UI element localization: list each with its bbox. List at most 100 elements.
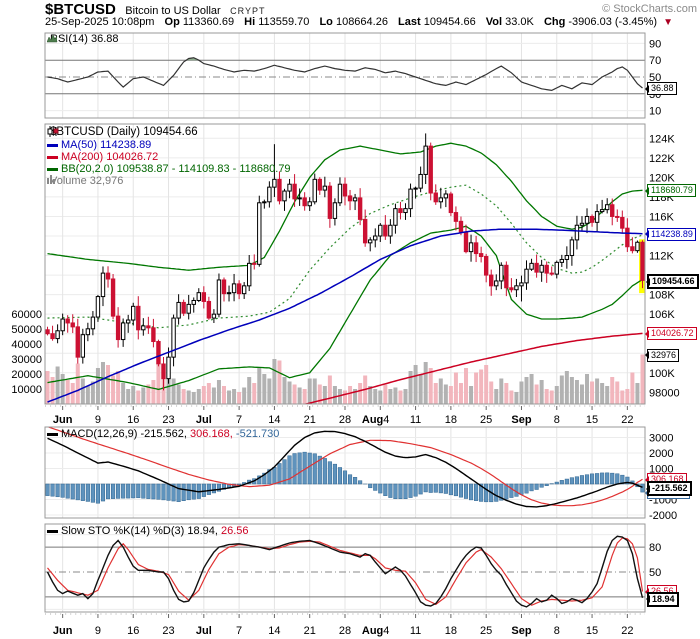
rsi-axis-label: 70 (649, 55, 661, 67)
x-axis-label: 21 (304, 625, 316, 637)
x-axis-label: 18 (445, 625, 457, 637)
volume-value: 33.0K (505, 16, 534, 28)
rsi-axis-label: 90 (649, 38, 661, 50)
sto-legend-row: Slow STO %K(14) %D(3) 18.94, 26.56 (47, 525, 249, 537)
quote-datetime: 25-Sep-2025 10:08pm (45, 16, 155, 28)
high-value: 113559.70 (258, 16, 310, 28)
volume-axis-label: 40000 (11, 339, 42, 351)
ma200-legend-row: MA(200) 104026.72 (47, 151, 158, 163)
ma200-swatch-icon (47, 155, 58, 159)
price-axis-label: 124K (649, 133, 675, 145)
price-axis-label: 108K (649, 290, 675, 302)
sto-value-flag: 18.94 (646, 591, 679, 607)
macd-axis-label: 1000 (649, 464, 673, 476)
bb-legend-row: BB(20,2.0) 109538.87 - 114109.83 - 11868… (47, 163, 291, 175)
ma50-legend: MA(50) 114238.89 (61, 139, 152, 151)
exchange-label: CRYPT (230, 6, 266, 16)
x-axis-label: 28 (339, 414, 351, 426)
change-value: -3906.03 (-3.45%) (568, 16, 658, 28)
macd-value-flag: -215.562 (646, 481, 692, 497)
x-axis-label: 28 (339, 625, 351, 637)
bb-legend: BB(20,2.0) 109538.87 - 114109.83 - 11868… (61, 163, 291, 175)
rsi-legend-text: RSI(14) 36.88 (50, 33, 119, 45)
ma50-legend-row: MA(50) 114238.89 (47, 139, 151, 151)
sto-swatch-icon (47, 529, 58, 533)
volume-axis-label: 60000 (11, 309, 42, 321)
x-axis-label: 4 (383, 625, 389, 637)
price-panel (45, 124, 645, 404)
price-value-flag: 104026.72 (645, 327, 697, 341)
last-label: Last (398, 16, 421, 28)
symbol-ticker: $BTCUSD (45, 1, 116, 18)
x-axis-label: 15 (586, 414, 598, 426)
open-label: Op (164, 16, 180, 28)
sto-panel (45, 524, 645, 612)
rsi-value-flag: 36.88 (645, 82, 677, 96)
chart-header: $BTCUSD Bitcoin to US Dollar CRYPT (45, 1, 695, 18)
x-axis-label: 22 (621, 625, 633, 637)
volume-legend: Volume 32,976 (50, 175, 124, 187)
x-axis-label: 4 (383, 414, 389, 426)
x-axis-label: 23 (162, 625, 174, 637)
macd-value: -215.562, (140, 428, 187, 440)
sto-axis-label: 80 (649, 542, 661, 554)
change-label: Chg (543, 16, 566, 28)
price-axis-label: 122K (649, 153, 675, 165)
x-axis-label: 25 (480, 625, 492, 637)
volume-legend-row: Volume 32,976 (47, 175, 123, 187)
high-label: Hi (244, 16, 256, 28)
stockcharts-credit: © StockCharts.com (602, 3, 697, 15)
x-axis-label: Sep (511, 625, 531, 637)
x-axis-label: 16 (127, 414, 139, 426)
x-axis-label: 11 (410, 625, 421, 637)
x-axis-label: 23 (162, 414, 174, 426)
x-axis-label: 21 (304, 414, 316, 426)
macd-hist-value: -521.730 (235, 428, 280, 440)
price-axis-label: 98000 (649, 387, 680, 399)
rsi-panel (45, 33, 645, 118)
macd-panel (45, 427, 645, 518)
x-axis-label: 18 (445, 414, 457, 426)
volume-label: Vol (485, 16, 503, 28)
sto-axis-label: 50 (649, 567, 661, 579)
price-legend-symbol-row: $BTCUSD (Daily) 109454.66 (47, 126, 198, 138)
sto-d-value: 26.56 (221, 525, 249, 537)
macd-axis-label: 2000 (649, 448, 673, 460)
x-axis-label: 15 (586, 625, 598, 637)
rsi-legend: RSI(14) 36.88 (47, 33, 118, 45)
price-value-flag: 109454.66 (646, 274, 699, 290)
price-axis-label: 116K (649, 211, 675, 223)
price-axis-label: 112K (649, 251, 675, 263)
volume-axis-label: 30000 (11, 354, 42, 366)
price-axis-label: 100K (649, 368, 675, 380)
rsi-axis-label: 50 (649, 72, 661, 84)
x-axis-label: Jun (53, 414, 73, 426)
low-label: Lo (319, 16, 333, 28)
x-axis-label: Jul (196, 414, 212, 426)
quote-line: 25-Sep-2025 10:08pm Op 113360.69 Hi 1135… (45, 16, 697, 29)
price-axis-label: 120K (649, 172, 675, 184)
sto-k-value: 18.94, (187, 525, 218, 537)
volume-value-flag: 32976 (644, 348, 680, 362)
sto-legend-label: Slow STO %K(14) %D(3) (61, 525, 185, 537)
price-value-flag: 114238.89 (645, 227, 696, 241)
x-axis-label: 14 (268, 625, 280, 637)
macd-swatch-icon (47, 432, 58, 436)
change-down-arrow-icon: ▼ (663, 17, 674, 28)
x-axis-label: 7 (236, 414, 242, 426)
x-axis-label: 14 (268, 414, 280, 426)
price-value-flag: 118680.79 (645, 184, 696, 198)
x-axis-label: 25 (480, 414, 492, 426)
macd-axis-label: -2000 (649, 510, 677, 522)
x-axis-label: Sep (511, 414, 531, 426)
macd-legend-label: MACD(12,26,9) (61, 428, 138, 440)
macd-signal-value: 306.168, (190, 428, 233, 440)
ma200-legend: MA(200) 104026.72 (61, 151, 159, 163)
x-axis-label: Jul (196, 625, 212, 637)
rsi-axis-label: 10 (649, 106, 661, 118)
price-axis-label: 106K (649, 309, 675, 321)
macd-axis-label: 3000 (649, 433, 673, 445)
x-axis-label: Jun (53, 625, 73, 637)
